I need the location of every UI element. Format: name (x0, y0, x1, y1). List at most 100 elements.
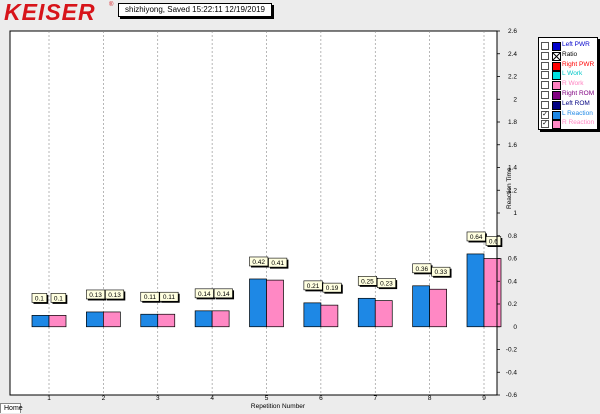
y-tick-label: 0 (513, 324, 517, 331)
data-label-text: 0.23 (380, 281, 393, 288)
legend-label: Right PWR (562, 60, 595, 68)
y-axis-title: Reaction Time (506, 167, 513, 209)
data-label-box (105, 289, 125, 300)
data-label-text: 0.6 (489, 239, 498, 246)
legend-swatch (552, 110, 561, 120)
data-label-text: 0.14 (217, 291, 230, 298)
y-tick-label: 1.2 (508, 187, 517, 194)
bar-l-reaction (466, 253, 485, 328)
bar-r-reaction (48, 315, 67, 328)
data-label-text: 0.1 (54, 295, 63, 302)
legend-label: Ratio (562, 50, 578, 58)
legend-swatch (552, 61, 561, 71)
data-label-box (31, 293, 48, 303)
data-label-box (357, 276, 377, 286)
data-label-box (194, 288, 214, 299)
data-label-box (249, 256, 269, 267)
ratio-x-icon (552, 51, 561, 61)
data-label-text: 0.42 (252, 259, 265, 266)
checkbox-icon[interactable] (541, 81, 549, 90)
home-tab[interactable]: Home (0, 403, 23, 413)
checked-checkbox-icon[interactable]: ✓ (541, 110, 549, 119)
legend-label: L Reaction (562, 109, 593, 117)
keiser-logo: KEISER (4, 0, 96, 25)
legend-label: R Reaction (562, 119, 595, 127)
data-label: 0.36 (412, 263, 433, 275)
x-tick-label: 3 (156, 395, 160, 402)
data-label: 0.21 (303, 280, 324, 292)
legend-swatch (552, 120, 561, 130)
checkbox-icon[interactable] (541, 71, 549, 80)
bar-r-reaction (429, 288, 447, 328)
x-tick-label: 8 (428, 395, 432, 402)
checkbox-icon[interactable] (541, 51, 549, 60)
bar-r-reaction (211, 310, 230, 328)
data-label-text: 0.1 (35, 295, 44, 302)
bar-r-reaction (374, 300, 393, 328)
data-label-text: 0.11 (144, 294, 157, 301)
legend-swatch (552, 81, 561, 91)
data-label: 0.23 (376, 278, 398, 290)
bar-l-reaction (249, 278, 267, 328)
legend-label: Right ROM (562, 90, 595, 97)
legend-swatch (552, 100, 561, 110)
bar-r-reaction (266, 279, 284, 328)
data-label-box (485, 236, 502, 246)
data-label: 0.11 (159, 291, 180, 303)
y-tick-label: -0.2 (506, 347, 518, 354)
data-label-text: 0.11 (163, 294, 176, 301)
y-tick-label: 0.6 (508, 256, 517, 263)
data-label-box (140, 291, 160, 302)
legend-label: L Work (562, 70, 583, 78)
data-label: 0.1 (50, 293, 68, 304)
data-label-text: 0.21 (307, 283, 320, 290)
data-label-text: 0.64 (470, 234, 483, 241)
data-label-box (213, 288, 233, 299)
data-label: 0.41 (268, 257, 289, 269)
x-tick-label: 1 (47, 395, 51, 402)
data-label-box (86, 289, 106, 300)
y-tick-label: 1.4 (508, 165, 517, 172)
data-label-box (412, 263, 432, 274)
data-label-box (159, 291, 179, 302)
y-tick-label: 1.8 (508, 119, 517, 126)
data-label-text: 0.41 (271, 260, 284, 267)
y-tick-label: 2 (513, 96, 517, 103)
series-legend: Left PWR Ratio Right PWR L Work R Work Right … (538, 37, 598, 130)
session-title: shizhiyong, Saved 15:22:11 12/19/2019 (118, 3, 272, 17)
checkbox-icon[interactable] (541, 42, 549, 50)
data-label-box (376, 278, 396, 288)
bar-l-reaction (31, 315, 50, 328)
checkbox-icon[interactable] (541, 100, 549, 109)
data-label-box (431, 266, 451, 277)
checkbox-icon[interactable] (541, 61, 549, 70)
bar-l-reaction (412, 285, 430, 328)
checkbox-icon[interactable] (541, 91, 549, 99)
legend-label: Left ROM (562, 99, 590, 107)
x-tick-label: 4 (210, 395, 214, 402)
y-tick-label: 0.8 (508, 233, 517, 240)
x-tick-label: 7 (373, 395, 377, 402)
bar-r-reaction (483, 258, 502, 328)
bar-l-reaction (303, 302, 322, 328)
bar-r-reaction (157, 313, 176, 328)
y-tick-label: 2.6 (508, 28, 517, 35)
data-label: 0.25 (357, 276, 379, 287)
data-label-box (268, 257, 288, 268)
data-label: 0.64 (466, 231, 487, 243)
y-tick-label: 1.6 (508, 142, 517, 149)
data-label: 0.19 (322, 282, 343, 294)
data-label-box (466, 231, 486, 242)
data-label: 0.6 (485, 236, 503, 247)
data-label-text: 0.13 (89, 292, 102, 299)
data-label-text: 0.25 (361, 278, 374, 285)
checked-checkbox-icon[interactable]: ✓ (541, 120, 549, 129)
data-label: 0.13 (105, 289, 126, 301)
data-label: 0.14 (194, 288, 216, 300)
bar-r-reaction (320, 304, 339, 328)
x-axis-title: Repetition Number (251, 403, 306, 410)
data-label: 0.1 (31, 293, 49, 304)
data-label-text: 0.19 (326, 285, 339, 292)
legend-label: R Work (562, 80, 584, 88)
